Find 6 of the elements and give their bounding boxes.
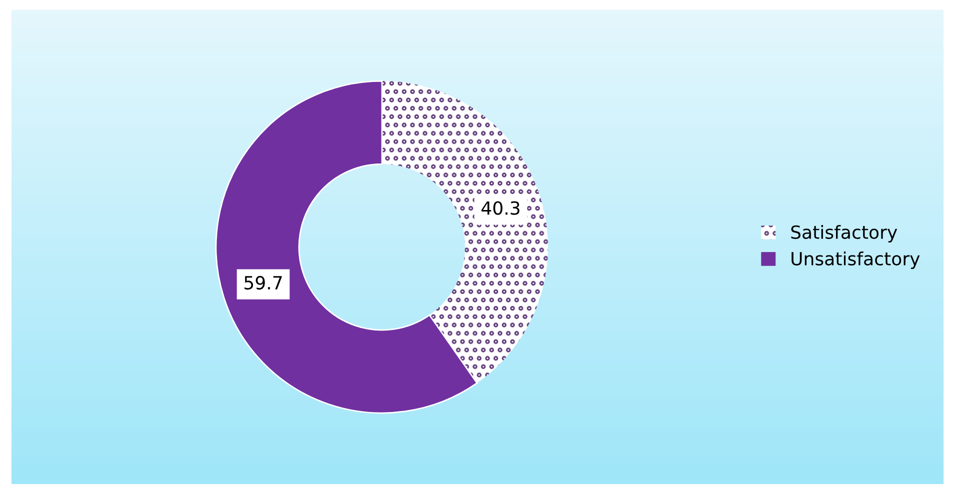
- data-label: 40.3: [482, 201, 520, 215]
- legend-label: Satisfactory: [791, 225, 898, 242]
- legend-label: Unsatisfactory: [792, 252, 920, 269]
- data-label: 59.7: [244, 276, 282, 290]
- donut-slice: [382, 81, 548, 384]
- donut-slice: [215, 80, 478, 414]
